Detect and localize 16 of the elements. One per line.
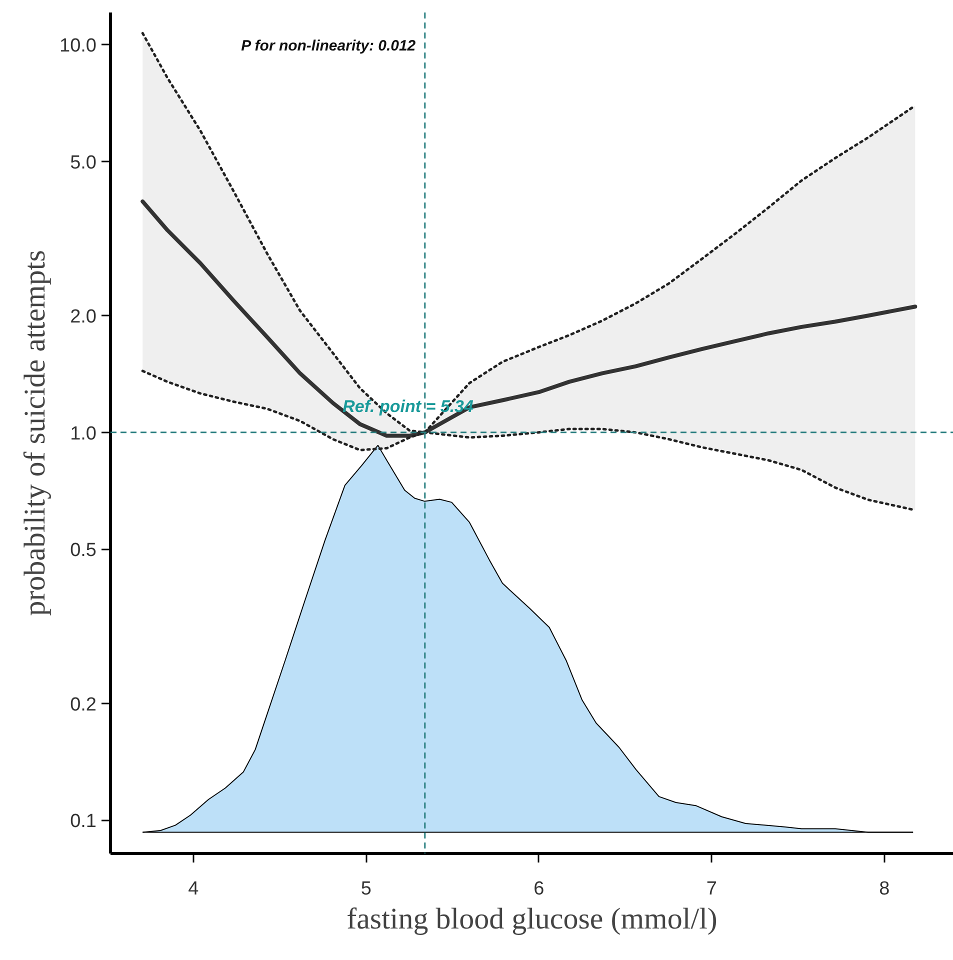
line-series bbox=[140, 199, 918, 438]
y-tick-label: 10.0 bbox=[60, 36, 97, 57]
x-tick-label: 6 bbox=[534, 878, 544, 900]
x-tick-label: 8 bbox=[879, 878, 890, 900]
x-axis-title: fasting blood glucose (mmol/l) bbox=[346, 902, 718, 936]
y-axis-title: probability of suicide attempts bbox=[18, 250, 52, 616]
y-tick-label: 2.0 bbox=[70, 306, 97, 328]
y-tick-label: 5.0 bbox=[70, 152, 97, 174]
y-tick-label: 0.1 bbox=[70, 811, 97, 832]
x-tick-label: 4 bbox=[188, 878, 200, 900]
x-tick-label: 7 bbox=[706, 878, 717, 900]
annotation: P for non-linearity: 0.012 bbox=[241, 38, 416, 55]
y-tick-label: 1.0 bbox=[70, 423, 97, 444]
y-tick-label: 0.5 bbox=[70, 540, 97, 562]
x-tick-label: 5 bbox=[360, 878, 372, 900]
y-tick-label: 0.2 bbox=[70, 694, 97, 716]
